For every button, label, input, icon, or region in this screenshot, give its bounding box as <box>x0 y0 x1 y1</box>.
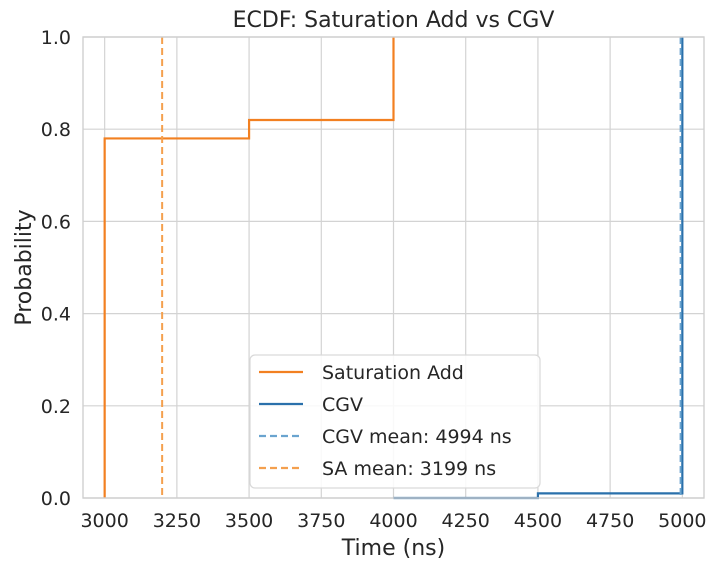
y-tick-label: 0.6 <box>41 211 71 233</box>
legend-box <box>249 354 541 489</box>
x-tick-label: 5000 <box>658 510 706 532</box>
y-tick-label: 0.8 <box>41 119 71 141</box>
x-tick-label: 4250 <box>442 510 490 532</box>
y-tick-label: 0.2 <box>41 396 71 418</box>
y-tick-label: 1.0 <box>41 27 71 49</box>
x-tick-label: 3250 <box>153 510 201 532</box>
y-axis-label: Probability <box>12 209 37 325</box>
x-tick-label: 3500 <box>225 510 273 532</box>
y-tick-label: 0.0 <box>41 488 71 510</box>
legend-label-sa-mean: SA mean: 3199 ns <box>322 458 496 480</box>
x-tick-label: 4750 <box>586 510 634 532</box>
plot-frame <box>82 36 705 499</box>
legend-label-saturation-add: Saturation Add <box>322 362 464 384</box>
grid <box>83 36 704 499</box>
x-tick-label: 4000 <box>369 510 417 532</box>
chart-title: ECDF: Saturation Add vs CGV <box>233 8 555 33</box>
legend: Saturation Add CGV CGV mean: 4994 ns SA mea… <box>249 354 541 489</box>
legend-label-cgv-mean: CGV mean: 4994 ns <box>322 426 512 448</box>
x-tick-label: 4500 <box>514 510 562 532</box>
x-axis-label: Time (ns) <box>341 536 445 561</box>
y-tick-label: 0.4 <box>41 304 71 326</box>
plot-border <box>82 36 705 499</box>
x-tick-label: 3750 <box>297 510 345 532</box>
series-line-saturation-add <box>103 37 395 498</box>
legend-label-cgv: CGV <box>322 394 363 416</box>
x-tick-label: 3000 <box>80 510 128 532</box>
ticks: 3000 3250 3500 3750 4000 4250 4500 4750 5000 0.0 0… <box>41 27 707 532</box>
